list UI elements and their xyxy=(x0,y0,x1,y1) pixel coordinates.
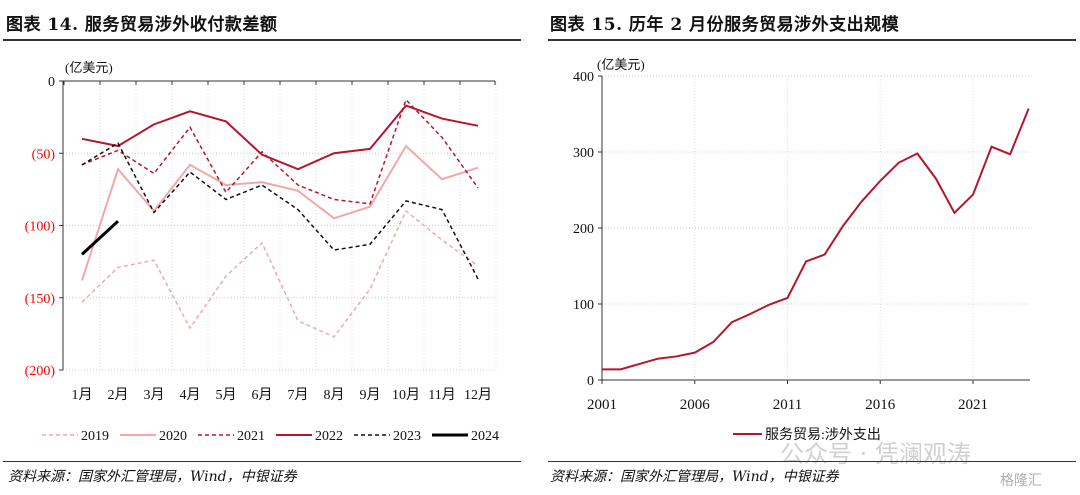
y-tick-label: 200 xyxy=(573,222,594,237)
logo: 格隆汇 xyxy=(1000,473,1042,489)
y-unit-label: (亿美元) xyxy=(65,60,113,75)
legend-label: 2022 xyxy=(315,429,343,444)
watermark: 公众号 · 凭澜观涛 xyxy=(780,440,971,468)
series-line xyxy=(602,108,1030,371)
right-title-rule xyxy=(548,39,1076,41)
legend-label: 2019 xyxy=(81,429,109,444)
x-tick-label: 3月 xyxy=(144,387,165,403)
series-line-2021 xyxy=(81,98,479,205)
y-unit-label: (亿美元) xyxy=(597,57,645,72)
y-tick-label: 0 xyxy=(587,374,594,389)
left-title-rule xyxy=(3,39,521,41)
left-chart-title: 图表 14. 服务贸易涉外收付款差额 xyxy=(6,15,278,35)
x-tick-label: 7月 xyxy=(288,387,309,403)
legend-label: 2024 xyxy=(471,429,499,444)
series-line-2024 xyxy=(80,220,120,256)
right-chart-title: 图表 15. 历年 2 月份服务贸易涉外支出规模 xyxy=(550,15,900,35)
left-source-rule xyxy=(3,461,521,462)
x-tick-label: 1月 xyxy=(72,387,93,403)
left-source: 资料来源：国家外汇管理局，Wind，中银证券 xyxy=(8,469,297,485)
series-line-2020 xyxy=(81,144,479,281)
x-tick-label: 2001 xyxy=(587,397,617,413)
x-tick-label: 6月 xyxy=(252,387,273,403)
y-tick-label: (50) xyxy=(32,147,56,162)
y-tick-label: 0 xyxy=(48,75,55,90)
x-tick-label: 12月 xyxy=(464,387,492,403)
x-tick-label: 2011 xyxy=(773,397,802,413)
y-tick-label: 400 xyxy=(573,70,594,85)
y-tick-label: (200) xyxy=(25,364,56,379)
x-tick-label: 11月 xyxy=(428,387,455,403)
legend-label: 2021 xyxy=(237,429,265,444)
right-source: 资料来源：国家外汇管理局，Wind，中银证券 xyxy=(550,469,839,485)
x-tick-label: 4月 xyxy=(180,387,201,403)
x-tick-label: 8月 xyxy=(324,387,345,403)
x-tick-label: 2016 xyxy=(865,397,896,413)
x-tick-label: 2月 xyxy=(108,387,129,403)
legend-label: 2023 xyxy=(393,429,421,444)
x-tick-label: 9月 xyxy=(360,387,381,403)
y-tick-label: 300 xyxy=(573,146,594,161)
x-tick-label: 10月 xyxy=(392,387,420,403)
y-tick-label: (150) xyxy=(25,292,56,307)
series-line-2022 xyxy=(81,104,479,171)
series-line-2023 xyxy=(81,142,479,280)
right-source-rule xyxy=(548,461,1076,462)
y-tick-label: 100 xyxy=(573,298,594,313)
x-tick-label: 5月 xyxy=(216,387,237,403)
x-tick-label: 2021 xyxy=(958,397,988,413)
series-line-2019 xyxy=(81,209,479,338)
y-tick-label: (100) xyxy=(25,220,56,235)
legend-label: 服务贸易:涉外支出 xyxy=(765,427,881,443)
legend-label: 2020 xyxy=(159,429,187,444)
x-tick-label: 2006 xyxy=(680,397,711,413)
